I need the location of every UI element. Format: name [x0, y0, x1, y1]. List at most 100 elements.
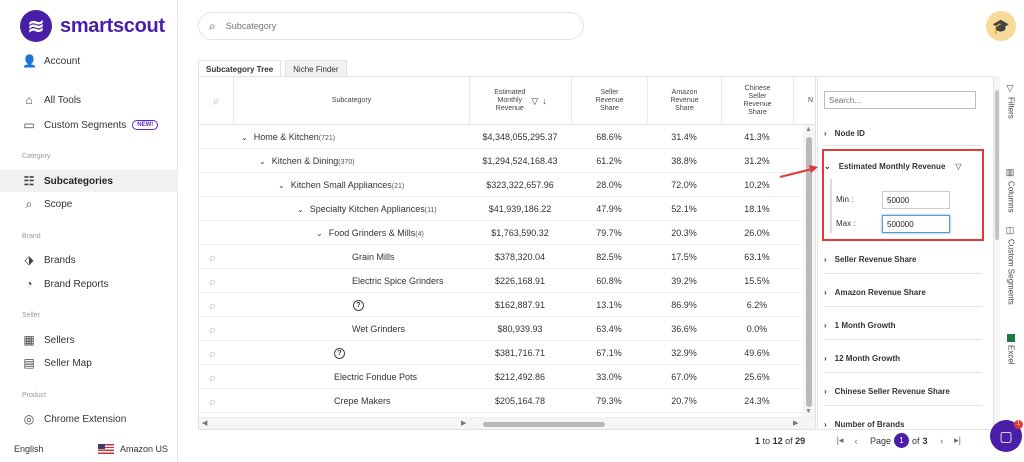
- chevron-down-icon[interactable]: ⌄: [241, 133, 248, 142]
- search-icon[interactable]: ⌕: [209, 370, 217, 385]
- table-row[interactable]: ⌄ Kitchen Small Appliances(21) $323,322,6…: [199, 173, 803, 197]
- chat-launcher-button[interactable]: ▢ 1: [990, 420, 1023, 452]
- view-tabs: Subcategory Tree Niche Finder: [198, 60, 351, 80]
- min-revenue-input[interactable]: [882, 191, 950, 209]
- rail-filters-tab[interactable]: ▽ Filters: [1002, 84, 1020, 119]
- row-count-summary: 1 to 12 of 29: [755, 436, 805, 446]
- filter-icon[interactable]: ▽: [531, 96, 539, 106]
- scroll-right-icon[interactable]: ▶: [461, 420, 467, 427]
- subcategory-cell[interactable]: ⌄ Kitchen Small Appliances(21): [278, 173, 404, 197]
- header-amazon-revenue-share[interactable]: Amazon Revenue Share: [647, 77, 721, 125]
- row-total: 29: [795, 436, 806, 446]
- header-next-column[interactable]: N: [793, 77, 815, 125]
- header-estimated-monthly-revenue[interactable]: Estimated Monthly Revenue ▽ ↓: [469, 77, 571, 125]
- subcategory-cell[interactable]: ?: [353, 293, 364, 317]
- scroll-left-icon[interactable]: ◀: [202, 420, 208, 427]
- header-chinese-seller-revenue-share[interactable]: Chinese Seller Revenue Share: [721, 77, 793, 125]
- next-page-icon[interactable]: ›: [940, 435, 944, 446]
- subcategory-name[interactable]: Electric Spice Grinders: [352, 276, 444, 286]
- app-logo[interactable]: ≋ smartscout: [20, 10, 165, 42]
- filter-12-month-growth[interactable]: › 12 Month Growth: [824, 354, 982, 363]
- first-page-icon[interactable]: |◂: [836, 435, 844, 445]
- table-row[interactable]: ⌄ Kitchen & Dining(370) $1,294,524,168.43…: [199, 149, 803, 173]
- search-icon[interactable]: ⌕: [209, 274, 217, 289]
- scroll-thumb[interactable]: [995, 90, 999, 240]
- subcategory-name[interactable]: Grain Mills: [352, 252, 395, 262]
- search-icon[interactable]: ⌕: [209, 346, 217, 361]
- language-selector[interactable]: English: [14, 444, 44, 454]
- sidebar-item-scope[interactable]: ⌕ Scope: [22, 195, 73, 213]
- prev-page-icon[interactable]: ‹: [854, 435, 858, 446]
- table-row[interactable]: ⌕ Wet Grinders $80,939.93 63.4% 36.6% 0.…: [199, 317, 803, 341]
- sidebar-item-account[interactable]: 👤 Account: [22, 52, 80, 70]
- search-icon[interactable]: ⌕: [209, 322, 217, 337]
- scroll-thumb[interactable]: [806, 137, 812, 407]
- filter-seller-revenue-share[interactable]: › Seller Revenue Share: [824, 255, 982, 264]
- table-row[interactable]: ⌄ Home & Kitchen(721) $4,348,055,295.37 6…: [199, 125, 803, 149]
- header-seller-revenue-share[interactable]: Seller Revenue Share: [571, 77, 647, 125]
- subcategory-cell[interactable]: ⌄ Specialty Kitchen Appliances(11): [297, 197, 437, 221]
- scroll-right-icon[interactable]: ▶: [793, 420, 799, 427]
- filter-amazon-revenue-share[interactable]: › Amazon Revenue Share: [824, 288, 982, 297]
- sidebar-item-custom-segments[interactable]: ▭ Custom Segments NEW!: [22, 116, 159, 134]
- rail-custom-segments-tab[interactable]: ◫ Custom Segments: [1002, 226, 1020, 305]
- sidebar-item-label: Seller Map: [44, 357, 92, 369]
- store-icon: ▦: [23, 333, 35, 347]
- header-search-cell[interactable]: ⌕: [199, 77, 233, 125]
- section-label-brand: Brand: [22, 233, 41, 240]
- chevron-down-icon[interactable]: ⌄: [259, 157, 266, 166]
- filter-estimated-monthly-revenue[interactable]: ⌄ Estimated Monthly Revenue ▽: [824, 162, 982, 171]
- subcategory-cell[interactable]: ⌄ Kitchen & Dining(370): [259, 149, 355, 173]
- filter-1-month-growth[interactable]: › 1 Month Growth: [824, 321, 982, 330]
- table-row[interactable]: ⌕ Electric Fondue Pots $212,492.86 33.0%…: [199, 365, 803, 389]
- scroll-thumb[interactable]: [483, 422, 605, 427]
- table-row[interactable]: ⌕ Electric Spice Grinders $226,168.91 60…: [199, 269, 803, 293]
- chevron-down-icon[interactable]: ⌄: [297, 205, 304, 214]
- subcategory-cell[interactable]: ⌄ Home & Kitchen(721): [241, 125, 335, 149]
- filter-number-of-brands[interactable]: › Number of Brands: [824, 420, 982, 429]
- subcategory-name[interactable]: Electric Fondue Pots: [334, 372, 418, 382]
- max-revenue-input[interactable]: [882, 215, 950, 233]
- table-row[interactable]: ⌄ Food Grinders & Mills(4) $1,763,590.32 …: [199, 221, 803, 245]
- section-label-category: Category: [22, 153, 51, 160]
- table-row[interactable]: ⌄ Specialty Kitchen Appliances(11) $41,93…: [199, 197, 803, 221]
- sidebar-item-all-tools[interactable]: ⌂ All Tools: [22, 91, 81, 109]
- filter-search-input[interactable]: [824, 91, 976, 109]
- grid-vertical-scrollbar[interactable]: ▲ ▼: [803, 125, 815, 417]
- table-row[interactable]: ⌕ Grain Mills $378,320.04 82.5% 17.5% 63…: [199, 245, 803, 269]
- subcategory-search-bar[interactable]: ⌕: [198, 12, 584, 40]
- filters-scrollbar[interactable]: [994, 76, 1000, 430]
- filter-chinese-seller-revenue-share[interactable]: › Chinese Seller Revenue Share: [824, 387, 982, 396]
- search-icon[interactable]: ⌕: [209, 394, 217, 409]
- search-icon[interactable]: ⌕: [209, 250, 217, 265]
- sidebar-item-brand-reports[interactable]: ◔ Brand Reports: [22, 275, 108, 293]
- sidebar-item-sellers[interactable]: ▦ Sellers: [22, 331, 74, 349]
- grid-horizontal-scrollbar[interactable]: ◀ ▶ ▶: [199, 417, 815, 429]
- table-row[interactable]: ⌕ ? $381,716.71 67.1% 32.9% 49.6%: [199, 341, 803, 365]
- sidebar-item-brands[interactable]: ⬗ Brands: [22, 251, 75, 269]
- header-subcategory[interactable]: Subcategory: [233, 77, 469, 125]
- sidebar-item-seller-map[interactable]: ▤ Seller Map: [22, 354, 92, 372]
- subcategory-name[interactable]: Crepe Makers: [334, 396, 391, 406]
- chevron-down-icon[interactable]: ⌄: [278, 181, 285, 190]
- subcategory-cell[interactable]: ⌄ Food Grinders & Mills(4): [316, 221, 424, 245]
- scroll-up-icon[interactable]: ▲: [805, 126, 812, 133]
- rail-excel-tab[interactable]: Excel: [1002, 334, 1020, 365]
- seller-share-cell: 28.0%: [596, 180, 622, 190]
- filter-node-id[interactable]: › Node ID: [824, 129, 982, 138]
- rail-columns-tab[interactable]: ▥ Columns: [1002, 168, 1020, 213]
- search-icon[interactable]: ⌕: [209, 298, 217, 313]
- marketplace-selector[interactable]: Amazon US: [119, 444, 168, 454]
- table-row[interactable]: ⌕ Crepe Makers $205,164.78 79.3% 20.7% 2…: [199, 389, 803, 413]
- subcategory-cell[interactable]: ?: [334, 341, 345, 365]
- last-page-icon[interactable]: ▸|: [954, 435, 961, 445]
- search-input[interactable]: [225, 21, 546, 31]
- sort-desc-icon[interactable]: ↓: [542, 96, 547, 106]
- sidebar-item-subcategories[interactable]: ☷ Subcategories: [22, 172, 113, 190]
- academy-avatar[interactable]: 🎓: [986, 11, 1016, 41]
- table-row[interactable]: ⌕ ? $162,887.91 13.1% 86.9% 6.2%: [199, 293, 803, 317]
- sidebar-item-chrome-extension[interactable]: ◎ Chrome Extension: [22, 410, 127, 428]
- subcategory-name[interactable]: Wet Grinders: [352, 324, 405, 334]
- chevron-down-icon[interactable]: ⌄: [316, 229, 323, 238]
- scroll-down-icon[interactable]: ▼: [805, 408, 812, 415]
